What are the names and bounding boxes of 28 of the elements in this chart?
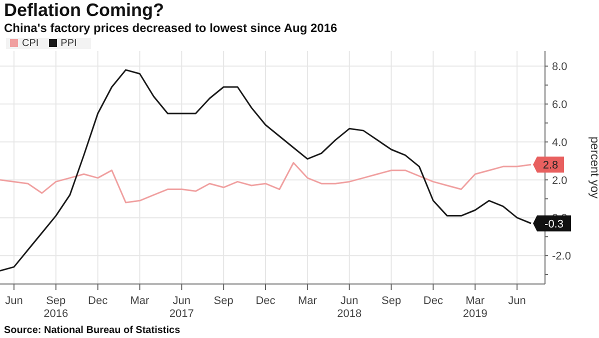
y-axis-title: percent yoy: [588, 136, 599, 199]
x-tick-label: Dec: [88, 295, 108, 307]
x-tick-label: Jun 2018: [337, 295, 362, 320]
legend-label: PPI: [60, 38, 77, 49]
data-label: -0.3: [544, 218, 564, 230]
x-tick-label: Mar 2019: [462, 295, 488, 320]
line-series: [0, 69, 532, 272]
y-tick-label: 2.0: [552, 174, 568, 187]
source-note: Source: National Bureau of Statistics: [4, 325, 180, 336]
chart-title: Deflation Coming?: [4, 0, 164, 21]
x-tick-label: Jun: [5, 295, 23, 307]
x-tick-label: Dec: [423, 295, 444, 307]
x-tick-label: Mar: [298, 295, 318, 307]
x-tick-label: Mar: [130, 295, 150, 307]
x-tick-label: Sep: [214, 295, 234, 307]
chart-subtitle: China's factory prices decreased to lowest since Aug 2016: [4, 21, 338, 35]
y-tick-label: 6.0: [552, 99, 568, 112]
legend-label: CPI: [22, 38, 39, 49]
x-tick-label: Dec: [256, 295, 276, 307]
y-tick-label: -2.0: [552, 250, 571, 263]
x-tick-label: Sep 2016: [44, 295, 68, 320]
data-label: 2.8: [542, 160, 558, 172]
x-tick-label: Jun: [508, 295, 526, 307]
x-tick-label: Jun 2017: [169, 295, 194, 320]
y-tick-label: 8.0: [552, 61, 568, 74]
line-series: [0, 162, 532, 204]
x-tick-label: Sep: [381, 295, 402, 307]
y-tick-label: 4.0: [552, 136, 568, 149]
